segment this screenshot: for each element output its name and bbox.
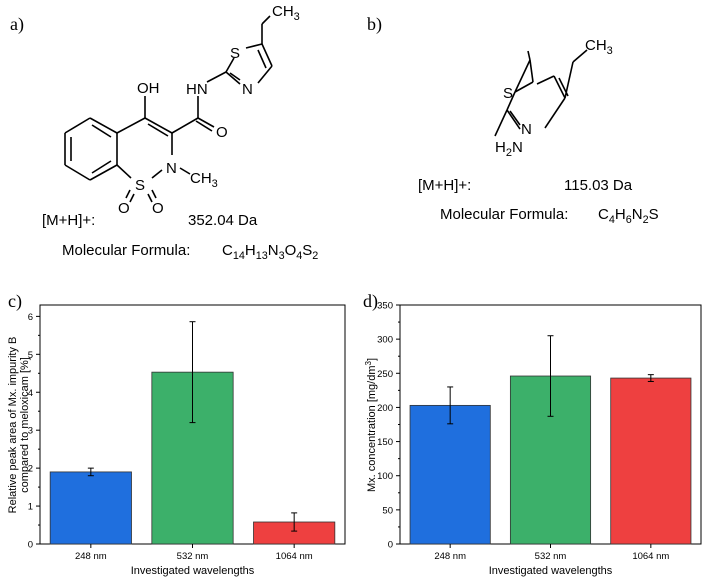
- y-tick-label: 200: [377, 403, 393, 414]
- x-tick-label: 532 nm: [535, 551, 567, 562]
- atom-ch3-n: CH3: [190, 170, 218, 190]
- y-tick-label: 0: [28, 540, 33, 551]
- y-tick-label: 250: [377, 369, 393, 380]
- panel-label: c): [8, 291, 22, 312]
- atom-ch3-b: CH3: [585, 37, 613, 57]
- x-tick-label: 1064 nm: [632, 551, 669, 562]
- atom-o1: O: [118, 200, 130, 217]
- y-tick-label: 0: [388, 540, 393, 551]
- chart-d: d) 0 50 100 150 200 250 300 350 248 nm 532 nm 1064 …: [363, 291, 702, 577]
- y-tick-label: 6: [28, 312, 33, 323]
- mh-label-a: [M+H]+:: [42, 212, 96, 229]
- mh-value-a: 352.04 Da: [188, 212, 258, 229]
- atom-o-carbonyl: O: [216, 124, 228, 141]
- bar: [49, 471, 132, 545]
- atom-s-core: S: [135, 177, 145, 194]
- x-tick-label: 248 nm: [75, 551, 107, 562]
- atom-oh: OH: [137, 80, 160, 97]
- x-tick-label: 248 nm: [434, 551, 466, 562]
- panel-label: d): [363, 291, 378, 312]
- y-tick-label: 50: [382, 505, 393, 516]
- meloxicam-bonds: [64, 15, 273, 203]
- y-tick-label: 3: [28, 426, 33, 437]
- atom-h2n-b: H2N: [495, 139, 523, 159]
- y-tick-label: 1: [28, 502, 33, 513]
- x-axis-label: Investigated wavelengths: [489, 565, 613, 577]
- mh-label-b: [M+H]+:: [418, 177, 472, 194]
- y-tick-label: 350: [377, 301, 393, 312]
- structure-a: a): [10, 3, 300, 217]
- atom-s-ring: S: [230, 45, 240, 62]
- atom-o2: O: [152, 200, 164, 217]
- formula-a: C14H13N3O4S2: [222, 242, 319, 262]
- atom-hn: HN: [186, 81, 208, 98]
- y-tick-label: 150: [377, 437, 393, 448]
- bar: [610, 377, 692, 545]
- y-tick-label: 2: [28, 464, 33, 475]
- atom-s-b: S: [503, 85, 513, 102]
- x-axis-label: Investigated wavelengths: [131, 565, 255, 577]
- atom-n-b: N: [521, 121, 532, 138]
- structure-b: b) CH3 S N H2N: [367, 14, 613, 159]
- mh-value-b: 115.03 Da: [564, 177, 633, 194]
- thiazole-bonds: [494, 49, 588, 137]
- x-tick-label: 1064 nm: [276, 551, 313, 562]
- bar: [409, 404, 491, 545]
- y-tick-label: 4: [28, 388, 33, 399]
- formula-b: C4H6N2S: [598, 206, 659, 226]
- y-axis-label: Relative peak area of Mx. impurity Bcomp…: [7, 337, 31, 514]
- formula-label-a: Molecular Formula:: [62, 242, 191, 259]
- y-tick-label: 5: [28, 350, 33, 361]
- atom-n-ring: N: [242, 81, 253, 98]
- y-tick-label: 300: [377, 335, 393, 346]
- y-axis-label: Mx. concentration [mg/dm3]: [364, 358, 378, 492]
- atom-n-core: N: [166, 160, 177, 177]
- panel-label-b: b): [367, 14, 382, 35]
- atom-ch3-top: CH3: [272, 3, 300, 23]
- chart-c: c) 0 1 2 3 4 5 6 248 nm 532 nm 1064 nm Investigated…: [7, 291, 346, 577]
- panel-label-a: a): [10, 14, 24, 35]
- x-tick-label: 532 nm: [177, 551, 209, 562]
- y-tick-label: 100: [377, 471, 393, 482]
- formula-label-b: Molecular Formula:: [440, 206, 569, 223]
